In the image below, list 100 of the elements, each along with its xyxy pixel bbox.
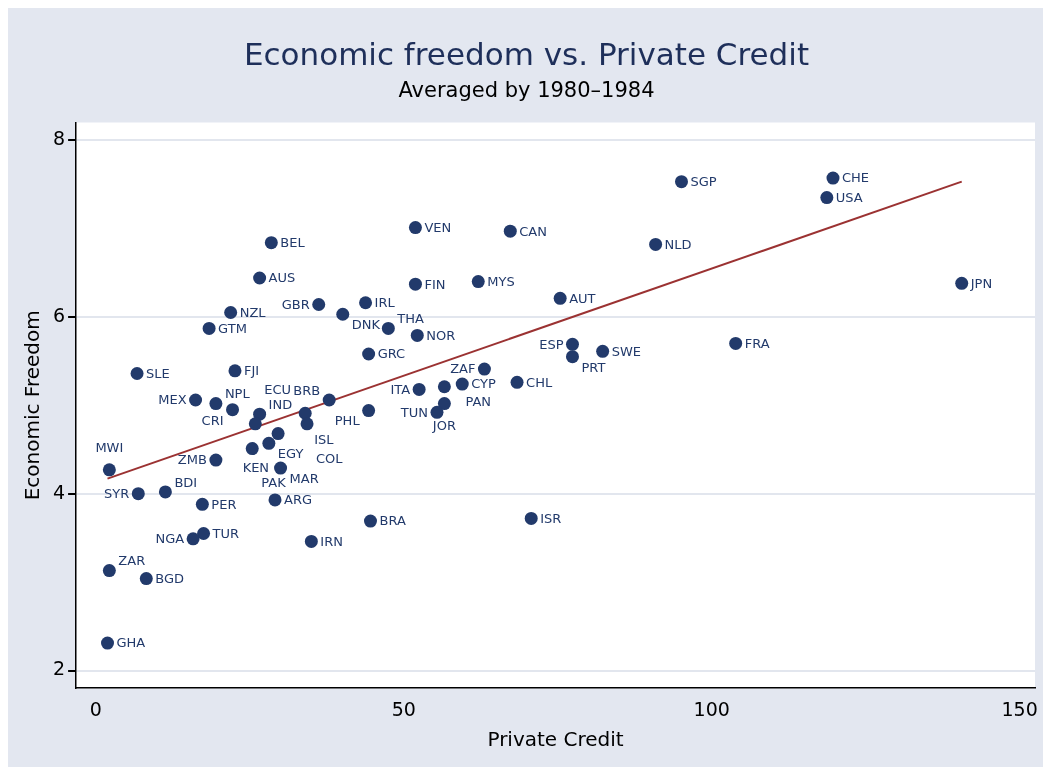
annotation: AUT xyxy=(569,290,596,306)
annotation: IND xyxy=(268,397,293,413)
annotation: KEN xyxy=(242,460,270,476)
chart-title: Economic freedom vs. Private Credit xyxy=(243,35,810,72)
point xyxy=(336,307,350,321)
y-tick-label: 6 xyxy=(52,303,66,326)
annotation: PHL xyxy=(334,413,361,429)
annotation: MEX xyxy=(158,392,187,408)
point xyxy=(102,564,116,578)
point xyxy=(248,417,262,431)
point xyxy=(826,171,840,185)
point xyxy=(437,380,451,394)
point xyxy=(674,175,688,189)
annotation: PRT xyxy=(581,359,606,375)
point xyxy=(202,321,216,335)
annotation: BRA xyxy=(379,513,406,529)
point xyxy=(510,375,524,389)
annotation: COL xyxy=(316,450,344,466)
annotation: SLE xyxy=(146,365,170,381)
point xyxy=(955,276,969,290)
annotation: NPL xyxy=(224,386,251,402)
point xyxy=(524,511,538,525)
annotation: SGP xyxy=(690,174,717,190)
point xyxy=(209,397,223,411)
point xyxy=(158,485,172,499)
annotation: ISR xyxy=(540,510,562,526)
annotation: AUS xyxy=(268,270,296,286)
annotation: DNK xyxy=(351,317,381,333)
annotation: ZAR xyxy=(118,553,146,569)
annotation: CYP xyxy=(471,376,497,392)
annotation: GRC xyxy=(377,346,406,362)
annotation: JOR xyxy=(431,418,456,434)
point xyxy=(304,534,318,548)
point xyxy=(271,427,285,441)
annotation: NZL xyxy=(239,304,267,320)
annotation: FJI xyxy=(243,363,260,379)
annotation: BRB xyxy=(293,382,321,398)
point xyxy=(553,291,567,305)
annotation: SYR xyxy=(104,486,130,502)
point xyxy=(729,336,743,350)
point xyxy=(102,463,116,477)
annotation: JPN xyxy=(969,275,993,291)
annotation: NGA xyxy=(155,531,185,547)
point xyxy=(226,403,240,417)
point xyxy=(186,532,200,546)
annotation: ECU xyxy=(264,381,292,397)
point xyxy=(565,337,579,351)
annotation: TUR xyxy=(211,525,240,541)
x-tick-label: 0 xyxy=(89,697,102,720)
point xyxy=(300,417,314,431)
annotation: GHA xyxy=(116,635,146,651)
point xyxy=(228,364,242,378)
annotation: GBR xyxy=(281,296,310,312)
annotation: ESP xyxy=(539,336,564,352)
point xyxy=(408,277,422,291)
point xyxy=(362,347,376,361)
point xyxy=(363,514,377,528)
point xyxy=(565,350,579,364)
point xyxy=(298,406,312,420)
annotation: BGD xyxy=(155,570,185,586)
annotation: PAN xyxy=(465,393,492,409)
y-axis-title: Economic Freedom xyxy=(20,310,45,501)
point xyxy=(596,344,610,358)
annotation: CRI xyxy=(201,412,224,428)
annotation: FIN xyxy=(424,276,446,292)
point xyxy=(503,224,517,238)
point xyxy=(253,271,267,285)
annotation: IRL xyxy=(374,295,396,311)
x-tick-label: 150 xyxy=(1001,697,1038,720)
annotation: NOR xyxy=(426,327,456,343)
point xyxy=(359,296,373,310)
point xyxy=(649,237,663,251)
annotation: USA xyxy=(835,189,863,205)
point xyxy=(245,442,259,456)
point xyxy=(362,404,376,418)
y-tick-label: 4 xyxy=(52,480,66,503)
annotation: ZAF xyxy=(450,361,476,377)
annotation: CHL xyxy=(526,374,553,390)
x-tick-label: 50 xyxy=(391,697,416,720)
y-tick-label: 8 xyxy=(52,127,66,150)
annotation: ARG xyxy=(284,492,313,508)
annotation: ITA xyxy=(390,381,411,397)
x-tick-label: 100 xyxy=(693,697,730,720)
annotation: BEL xyxy=(280,235,306,251)
point xyxy=(471,275,485,289)
annotation: BDI xyxy=(174,474,198,490)
point xyxy=(274,461,288,475)
annotation: NLD xyxy=(664,236,692,252)
point xyxy=(268,493,282,507)
point xyxy=(189,393,203,407)
point xyxy=(412,382,426,396)
point xyxy=(139,572,153,586)
annotation: ZMB xyxy=(177,452,207,468)
point xyxy=(130,366,144,380)
annotation: PER xyxy=(211,496,237,512)
annotation: PAK xyxy=(261,475,287,491)
annotation: GTM xyxy=(218,320,247,336)
point xyxy=(410,328,424,342)
point xyxy=(430,405,444,419)
point xyxy=(224,305,238,319)
